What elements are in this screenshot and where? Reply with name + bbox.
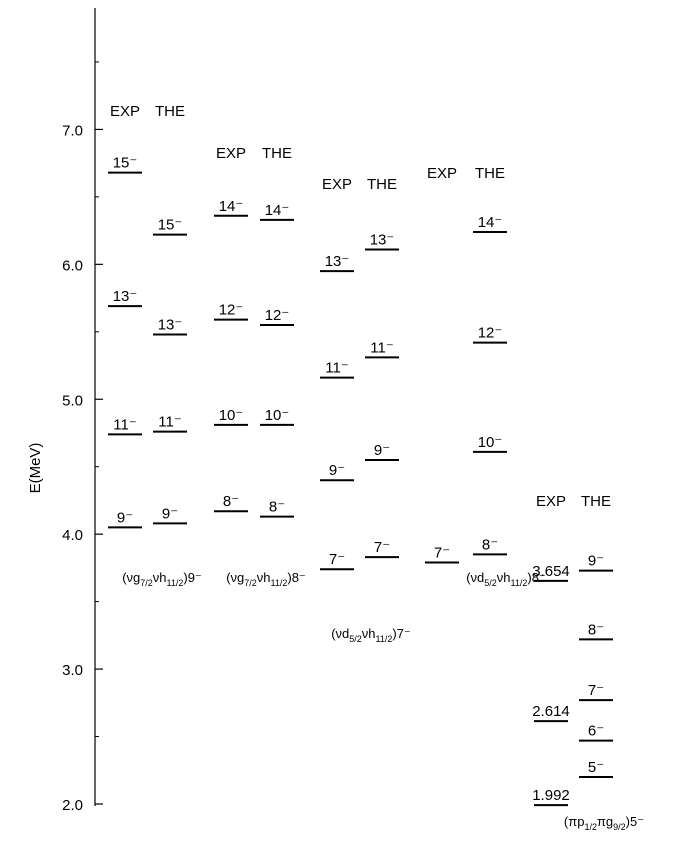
level-label: 7⁻: [434, 545, 450, 562]
y-tick-label: 6.0: [62, 257, 83, 274]
level-label: 6⁻: [588, 723, 604, 740]
level-label: 5⁻: [588, 759, 604, 776]
level-label: 12⁻: [219, 302, 244, 319]
level-label: 14⁻: [219, 198, 244, 215]
column-header: EXP: [536, 493, 566, 510]
group-label-part: 5/2: [484, 578, 497, 588]
level-label: 11⁻: [158, 414, 182, 431]
level-label: 8⁻: [482, 536, 498, 553]
level-label: 15⁻: [158, 217, 183, 234]
group-label-part: (νd: [331, 626, 349, 641]
level-label: 13⁻: [370, 231, 395, 248]
y-tick-label: 4.0: [62, 527, 83, 544]
column-header: EXP: [427, 165, 457, 182]
level-label: 13⁻: [325, 253, 350, 270]
level-label: 14⁻: [265, 202, 290, 219]
y-axis-label: E(MeV): [27, 443, 44, 494]
level-label: 9⁻: [329, 462, 345, 479]
group-label: (νg7/2νh11/2)9⁻: [122, 570, 202, 588]
column-header: THE: [262, 145, 292, 162]
level-label: 9⁻: [374, 442, 390, 459]
level-label: 13⁻: [113, 288, 138, 305]
group-label-part: 1/2: [584, 822, 597, 832]
level-label: 7⁻: [374, 539, 390, 556]
y-tick-label: 3.0: [62, 662, 83, 679]
column-header: EXP: [110, 103, 140, 120]
level-label: 11⁻: [113, 416, 137, 433]
column-header: THE: [155, 103, 185, 120]
group-label-part: (νg: [226, 570, 244, 585]
level-label: 11⁻: [370, 339, 394, 356]
column-header: EXP: [216, 145, 246, 162]
level-label: 12⁻: [478, 325, 503, 342]
group-label-part: 11/2: [511, 578, 528, 588]
y-tick-label: 5.0: [62, 392, 83, 409]
y-tick-label: 7.0: [62, 122, 83, 139]
level-label: 7⁻: [588, 682, 604, 699]
group-label-part: )9⁻: [183, 570, 201, 585]
level-label: 8⁻: [269, 499, 285, 516]
level-label: 9⁻: [588, 553, 604, 570]
level-label: 3.654: [532, 563, 570, 580]
level-label: 9⁻: [162, 505, 178, 522]
group-label-part: νh: [497, 570, 511, 585]
level-label: 7⁻: [329, 551, 345, 568]
y-tick-label: 2.0: [62, 797, 83, 814]
level-label: 8⁻: [223, 493, 239, 510]
group-label-part: )8⁻: [287, 570, 305, 585]
level-label: 1.992: [532, 787, 570, 804]
group-label-part: νh: [362, 626, 376, 641]
group-label-part: 9/2: [613, 822, 626, 832]
group-label-part: )7⁻: [392, 626, 410, 641]
level-label: 12⁻: [265, 307, 290, 324]
level-label: 10⁻: [219, 407, 244, 424]
level-label: 10⁻: [265, 407, 290, 424]
level-label: 15⁻: [113, 155, 138, 172]
level-label: 2.614: [532, 703, 570, 720]
group-label-part: )5⁻: [626, 814, 644, 829]
group-label-part: 11/2: [167, 578, 184, 588]
group-label-part: 11/2: [271, 578, 288, 588]
group-label: (πp1/2πg9/2)5⁻: [564, 814, 644, 832]
level-label: 11⁻: [325, 360, 349, 377]
group-label-part: πg: [597, 814, 613, 829]
column-header: THE: [367, 176, 397, 193]
group-label-part: νh: [153, 570, 167, 585]
level-label: 14⁻: [478, 214, 503, 231]
level-label: 10⁻: [478, 434, 503, 451]
group-label-part: 5/2: [349, 634, 362, 644]
group-label-part: (πp: [564, 814, 585, 829]
column-header: THE: [475, 165, 505, 182]
level-label: 8⁻: [588, 621, 604, 638]
group-label-part: 7/2: [244, 578, 257, 588]
group-label-part: νh: [257, 570, 271, 585]
column-header: EXP: [322, 176, 352, 193]
group-label: (νg7/2νh11/2)8⁻: [226, 570, 306, 588]
group-label-part: (νg: [122, 570, 140, 585]
group-label-part: (νd: [466, 570, 484, 585]
column-header: THE: [581, 493, 611, 510]
level-label: 13⁻: [158, 316, 183, 333]
level-label: 9⁻: [117, 509, 133, 526]
group-label-part: 11/2: [376, 634, 393, 644]
group-label: (νd5/2νh11/2)7⁻: [331, 626, 411, 644]
group-label-part: 7/2: [140, 578, 153, 588]
